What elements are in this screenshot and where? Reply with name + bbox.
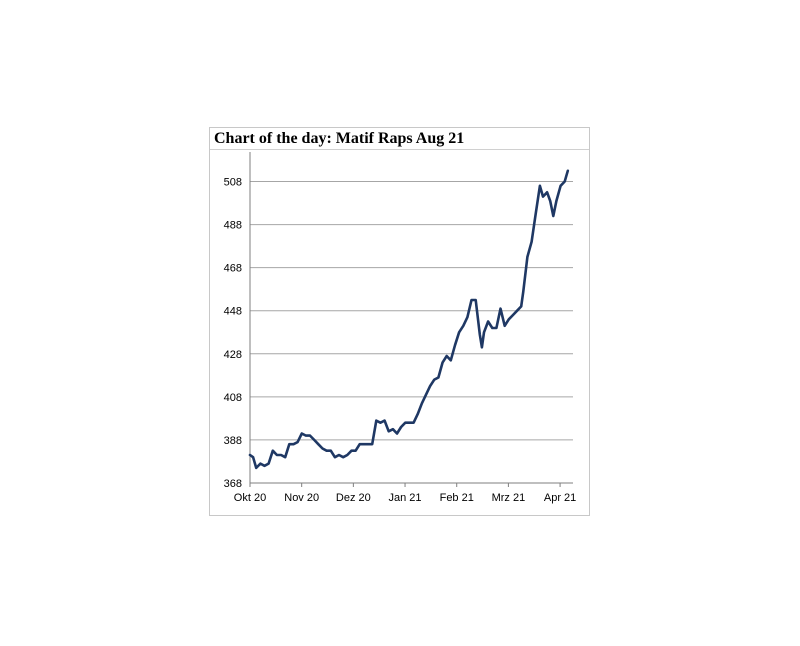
x-tick-labels: Okt 20 Nov 20 Dez 20 Jan 21 Feb 21 Mrz 21 Apr … [234,492,576,504]
axes [249,152,573,487]
y-tick-label: 368 [224,478,242,490]
y-tick-labels: 368 388 408 428 448 468 488 508 [224,177,242,490]
chart-plot: 368 388 408 428 448 468 488 508 Okt 20 Nov 20 Dez… [224,152,576,504]
series-group [248,169,570,470]
x-tick-label: Feb 21 [440,492,474,504]
chart-frame: Chart of the day: Matif Raps Aug 21 368 3… [209,127,590,516]
gridlines [250,181,573,441]
x-tick-label: Mrz 21 [492,492,526,504]
x-tick-label: Apr 21 [544,492,576,504]
y-tick-label: 468 [224,263,242,275]
y-tick-label: 448 [224,306,242,318]
title-divider [210,149,589,150]
chart-title: Chart of the day: Matif Raps Aug 21 [214,130,465,147]
x-tick-label: Jan 21 [389,492,422,504]
y-tick-label: 388 [224,435,242,447]
y-tick-label: 428 [224,349,242,361]
x-tick-label: Nov 20 [284,492,319,504]
y-tick-label: 508 [224,177,242,189]
y-tick-label: 488 [224,220,242,232]
series-line [248,169,570,470]
x-tick-label: Okt 20 [234,492,266,504]
x-tick-label: Dez 20 [336,492,371,504]
y-tick-label: 408 [224,392,242,404]
